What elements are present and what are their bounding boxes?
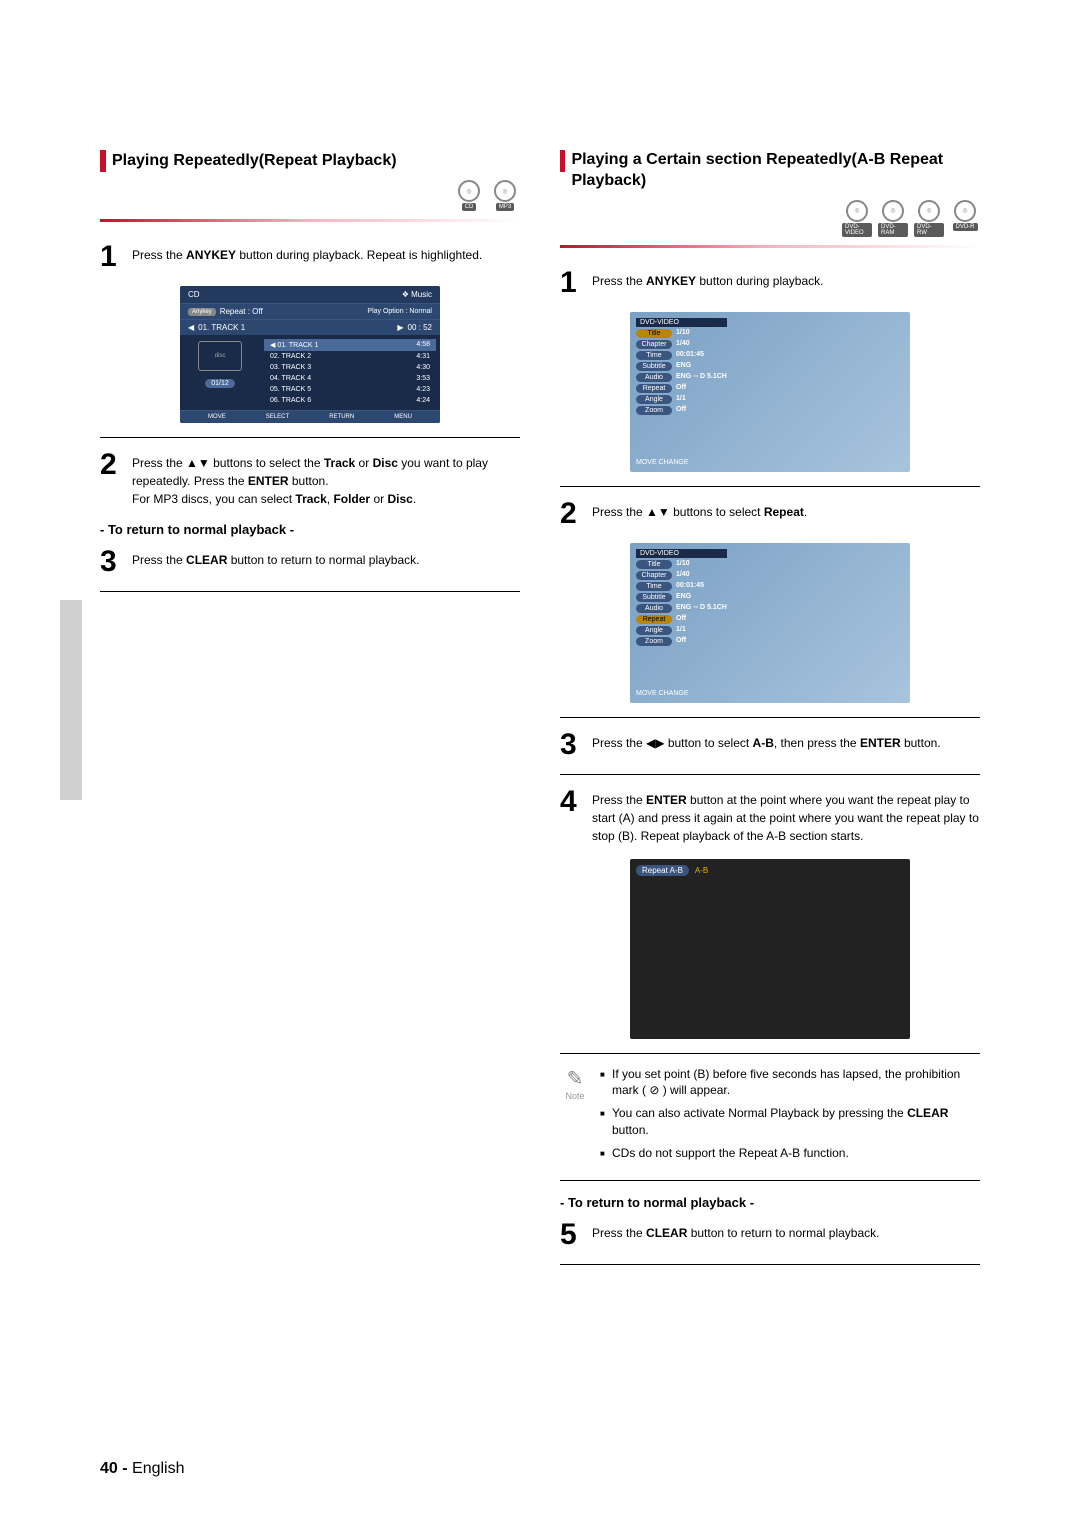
playopt: Play Option : Normal — [367, 308, 432, 315]
repeat-label: Repeat : Off — [220, 307, 263, 316]
disc-icon-dvdvideo: ◎DVD-VIDEO — [842, 200, 872, 237]
track-counter: 01/12 — [205, 379, 235, 388]
track-row: ◀ 01. TRACK 14:58 — [264, 339, 436, 351]
red-bar — [560, 150, 565, 172]
right-step-2: 2 Press the ▲▼ buttons to select Repeat. — [560, 499, 980, 529]
step-number: 3 — [560, 730, 582, 760]
step-number: 3 — [100, 547, 122, 577]
cd-osd-panel: CD ❖ Music Anykey Repeat : Off Play Opti… — [180, 286, 440, 423]
divider — [560, 1180, 980, 1181]
step-text: Press the ANYKEY button during playback. — [592, 268, 980, 290]
gradient-bar — [560, 245, 980, 248]
track-list: ◀ 01. TRACK 14:58 02. TRACK 24:31 03. TR… — [260, 335, 440, 410]
right-column: Playing a Certain section Repeatedly(A-B… — [560, 150, 980, 1277]
ab-repeat-panel: Repeat A-B A-B — [630, 859, 910, 1039]
page-footer: 40 - English — [100, 1460, 185, 1478]
right-step-1: 1 Press the ANYKEY button during playbac… — [560, 268, 980, 298]
divider — [100, 591, 520, 592]
step-text: Press the ▲▼ buttons to select Repeat. — [592, 499, 980, 521]
right-step-3: 3 Press the ◀▶ button to select A-B, the… — [560, 730, 980, 760]
step-number: 4 — [560, 787, 582, 817]
disc-icon-mp3: ◎ MP3 — [490, 180, 520, 211]
anykey-chip: Anykey — [188, 308, 216, 316]
disc-icon-dvdr: ◎DVD-R — [950, 200, 980, 237]
note-block: ✎ Note If you set point (B) before five … — [560, 1066, 980, 1168]
side-gray-bar — [60, 600, 82, 800]
cd-header-right: ❖ Music — [402, 290, 432, 299]
step-text: Press the ENTER button at the point wher… — [592, 787, 980, 845]
step-text: Press the ◀▶ button to select A-B, then … — [592, 730, 980, 752]
left-step-2: 2 Press the ▲▼ buttons to select the Tra… — [100, 450, 520, 508]
step-number: 2 — [100, 450, 122, 480]
disc-icon-dvdrw: ◎DVD-RW — [914, 200, 944, 237]
ab-label: A-B — [695, 866, 708, 875]
track-row: 05. TRACK 54:23 — [264, 384, 436, 395]
step-text: Press the ANYKEY button during playback.… — [132, 242, 520, 264]
step-text: Press the CLEAR button to return to norm… — [132, 547, 520, 569]
step-number: 2 — [560, 499, 582, 529]
step-text: Press the CLEAR button to return to norm… — [592, 1220, 980, 1242]
left-section-title: Playing Repeatedly(Repeat Playback) — [100, 150, 520, 172]
divider — [560, 1264, 980, 1265]
track-row: 02. TRACK 24:31 — [264, 351, 436, 362]
cd-header-left: CD — [188, 290, 200, 299]
page-content: Playing Repeatedly(Repeat Playback) ◎ CD… — [100, 150, 980, 1277]
step-number: 5 — [560, 1220, 582, 1250]
step-number: 1 — [100, 242, 122, 272]
right-heading: Playing a Certain section Repeatedly(A-B… — [571, 150, 980, 192]
track-row: 06. TRACK 64:24 — [264, 395, 436, 406]
divider — [560, 1053, 980, 1054]
disc-icon-dvdram: ◎DVD-RAM — [878, 200, 908, 237]
note-item: CDs do not support the Repeat A-B functi… — [600, 1145, 980, 1162]
left-step-1: 1 Press the ANYKEY button during playbac… — [100, 242, 520, 272]
return-heading-left: - To return to normal playback - — [100, 522, 520, 537]
left-step-3: 3 Press the CLEAR button to return to no… — [100, 547, 520, 577]
note-pencil-icon: ✎ — [567, 1066, 584, 1091]
left-disc-icons: ◎ CD ◎ MP3 — [100, 180, 520, 211]
dvd-osd-panel-1: DVD-VIDEO Title1/10 Chapter1/40 Time00:0… — [630, 312, 910, 472]
right-step-5: 5 Press the CLEAR button to return to no… — [560, 1220, 980, 1250]
track-row: 03. TRACK 34:30 — [264, 362, 436, 373]
left-heading: Playing Repeatedly(Repeat Playback) — [112, 152, 397, 170]
divider — [560, 486, 980, 487]
right-section-title: Playing a Certain section Repeatedly(A-B… — [560, 150, 980, 192]
current-time: 00 : 52 — [408, 323, 432, 332]
compact-disc-logo: disc — [198, 341, 242, 371]
note-label: Note — [565, 1091, 584, 1101]
track-row: 04. TRACK 43:53 — [264, 373, 436, 384]
current-track: 01. TRACK 1 — [198, 323, 245, 332]
step-number: 1 — [560, 268, 582, 298]
right-disc-icons: ◎DVD-VIDEO ◎DVD-RAM ◎DVD-RW ◎DVD-R — [560, 200, 980, 237]
right-step-4: 4 Press the ENTER button at the point wh… — [560, 787, 980, 845]
left-column: Playing Repeatedly(Repeat Playback) ◎ CD… — [100, 150, 520, 1277]
ab-repeat-chip: Repeat A-B — [636, 865, 689, 876]
step-text: Press the ▲▼ buttons to select the Track… — [132, 450, 520, 508]
dvd-osd-panel-2: DVD-VIDEO Title1/10 Chapter1/40 Time00:0… — [630, 543, 910, 703]
divider — [560, 774, 980, 775]
return-heading-right: - To return to normal playback - — [560, 1195, 980, 1210]
red-bar — [100, 150, 106, 172]
note-list: If you set point (B) before five seconds… — [600, 1066, 980, 1168]
disc-icon-cd: ◎ CD — [454, 180, 484, 211]
divider — [560, 717, 980, 718]
note-item: If you set point (B) before five seconds… — [600, 1066, 980, 1100]
divider — [100, 437, 520, 438]
note-item: You can also activate Normal Playback by… — [600, 1105, 980, 1139]
gradient-bar — [100, 219, 520, 222]
